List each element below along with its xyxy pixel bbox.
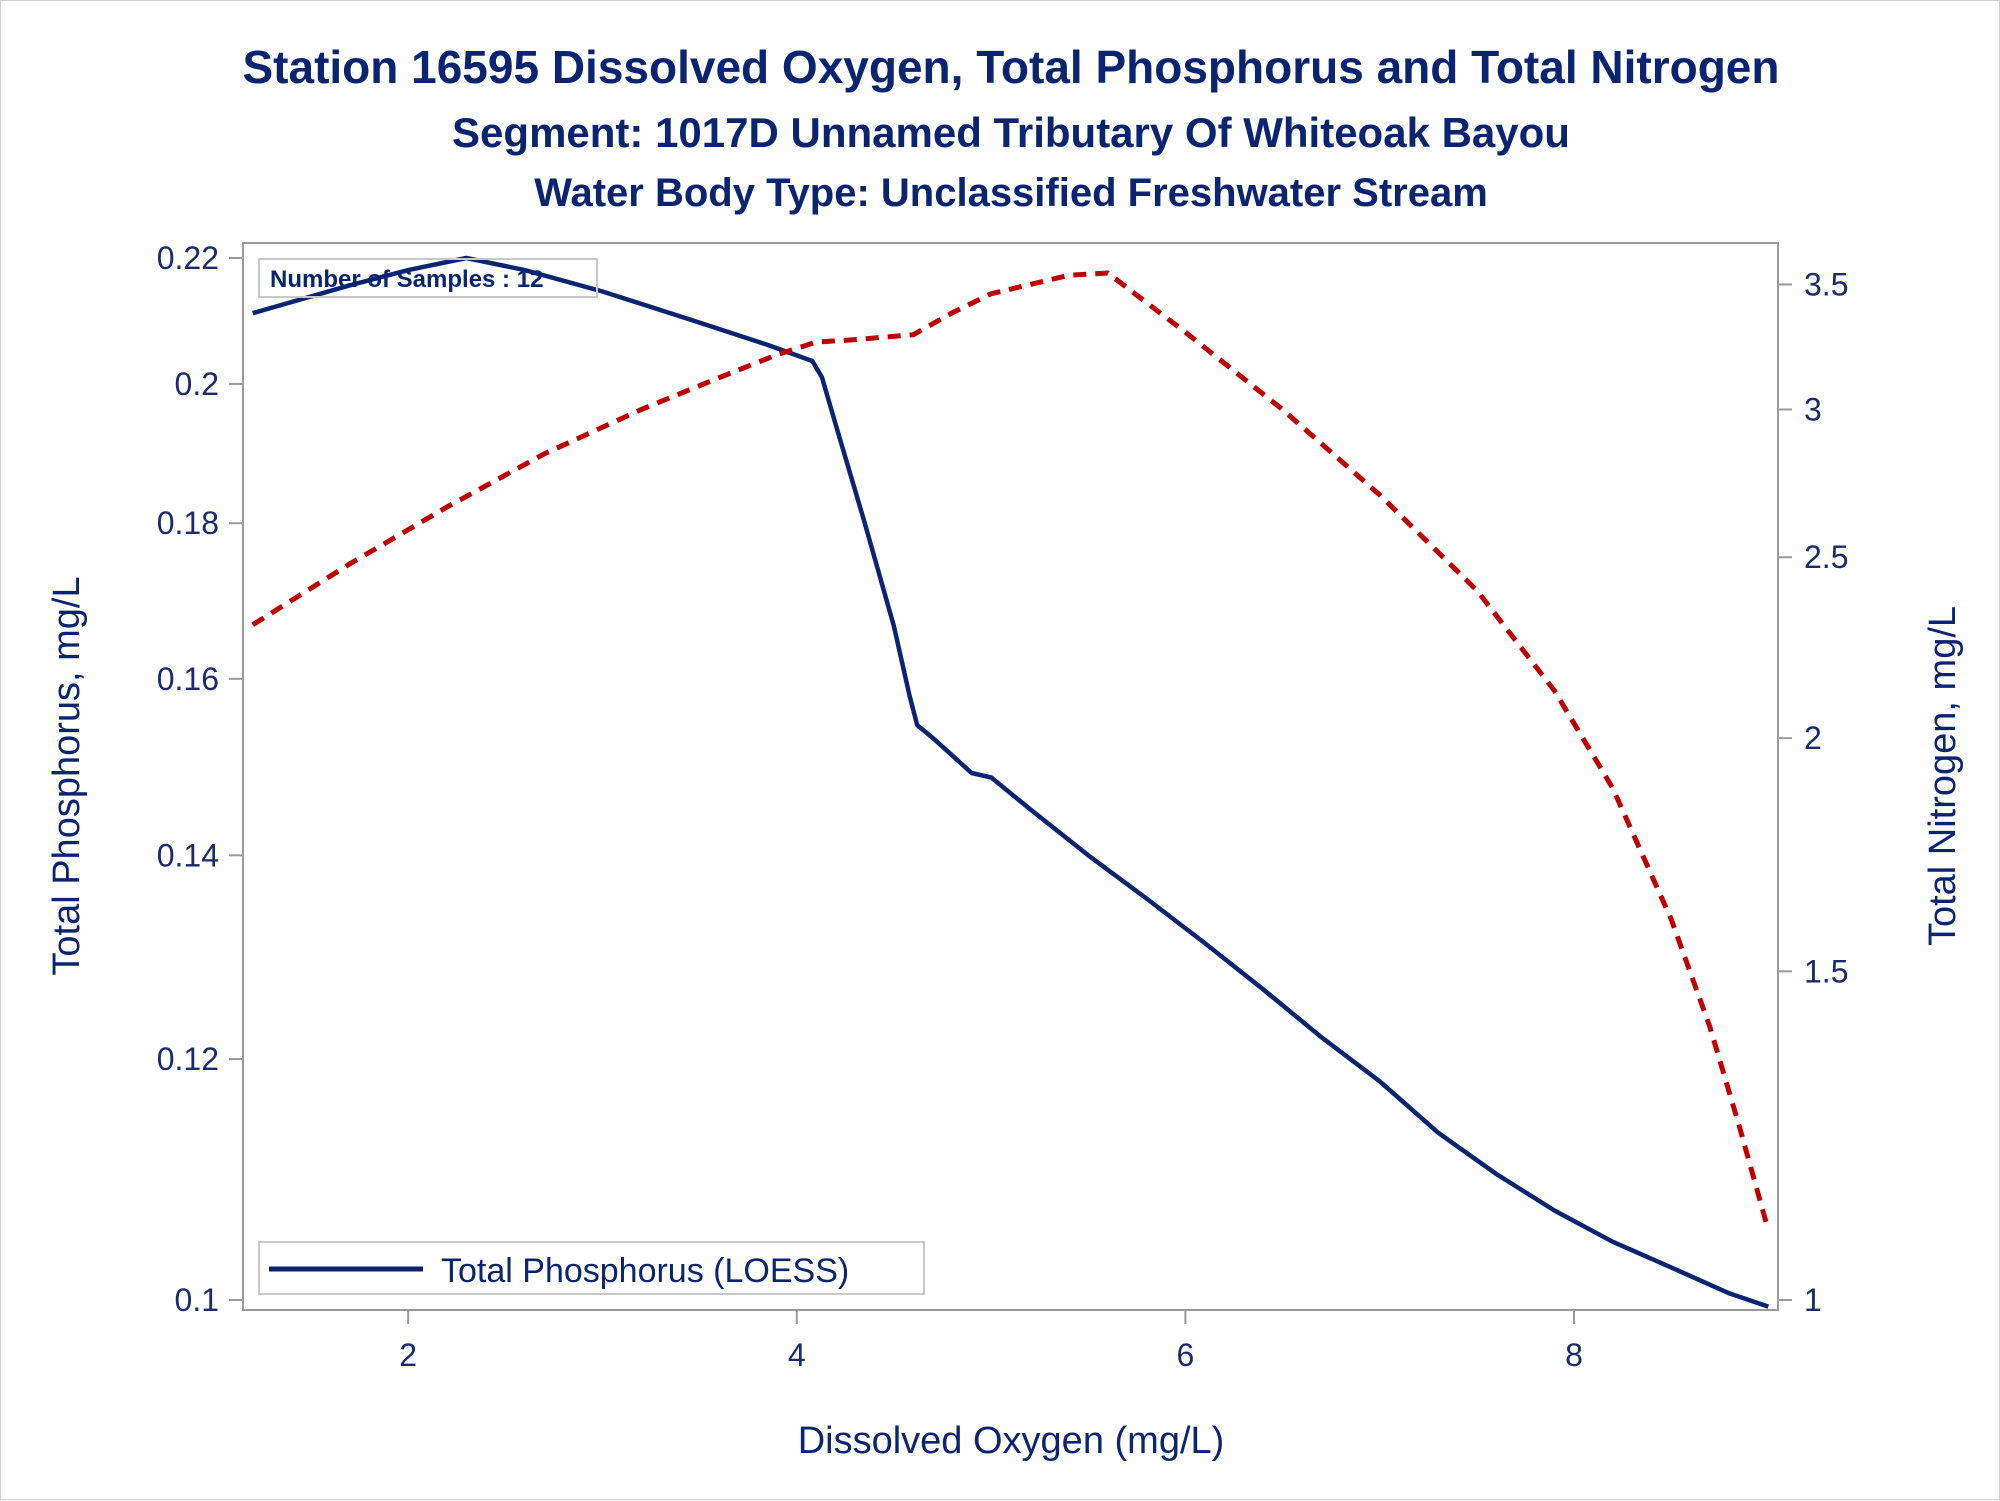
y2-tick-label: 2 [1804, 720, 1822, 756]
y2-tick-label: 2.5 [1804, 539, 1848, 575]
y-tick-label: 0.1 [175, 1282, 219, 1318]
x-axis-label: Dissolved Oxygen (mg/L) [798, 1420, 1225, 1462]
y-tick-label: 0.18 [157, 505, 219, 541]
y-tick-label: 0.14 [157, 837, 219, 873]
y2-tick-label: 3.5 [1804, 266, 1848, 302]
y2-tick-label: 1 [1804, 1282, 1822, 1318]
x-tick-label: 8 [1565, 1337, 1583, 1373]
series-group [251, 255, 1771, 1309]
y-axis-label-left: Total Phosphorus, mg/L [46, 576, 88, 975]
chart-subtitle: Segment: 1017D Unnamed Tributary Of Whit… [452, 109, 1570, 156]
y-axis-right: 1 1.5 2 2.5 3 3.5 [1778, 266, 1848, 1318]
plot-area [242, 242, 1779, 1311]
y2-tick-label: 1.5 [1804, 953, 1848, 989]
y-tick-label: 0.2 [175, 366, 219, 402]
chart-subtitle-2: Water Body Type: Unclassified Freshwater… [534, 171, 1488, 215]
chart-title: Station 16595 Dissolved Oxygen, Total Ph… [242, 41, 1779, 93]
y-axis-label-right: Total Nitrogen, mg/L [1922, 606, 1964, 946]
x-tick-label: 4 [788, 1337, 806, 1373]
y2-tick-label: 3 [1804, 391, 1822, 427]
series-line-total-phosphorus [252, 255, 1770, 1309]
legend-entry-total-phosphorus: Total Phosphorus (LOESS) [441, 1252, 849, 1290]
sample-count-annotation: Number of Samples : 12 [270, 266, 543, 293]
y-tick-label: 0.16 [157, 661, 219, 697]
sample-count-box [258, 258, 598, 298]
x-axis: 2 4 6 8 [399, 1310, 1583, 1373]
series-line-total-nitrogen [251, 270, 1771, 1231]
y-tick-label: 0.22 [157, 240, 219, 276]
x-tick-label: 6 [1176, 1337, 1194, 1373]
y-tick-label: 0.12 [157, 1041, 219, 1077]
x-tick-label: 2 [399, 1337, 417, 1373]
y-axis-left: 0.1 0.12 0.14 0.16 0.18 0.2 0.22 [157, 240, 243, 1318]
